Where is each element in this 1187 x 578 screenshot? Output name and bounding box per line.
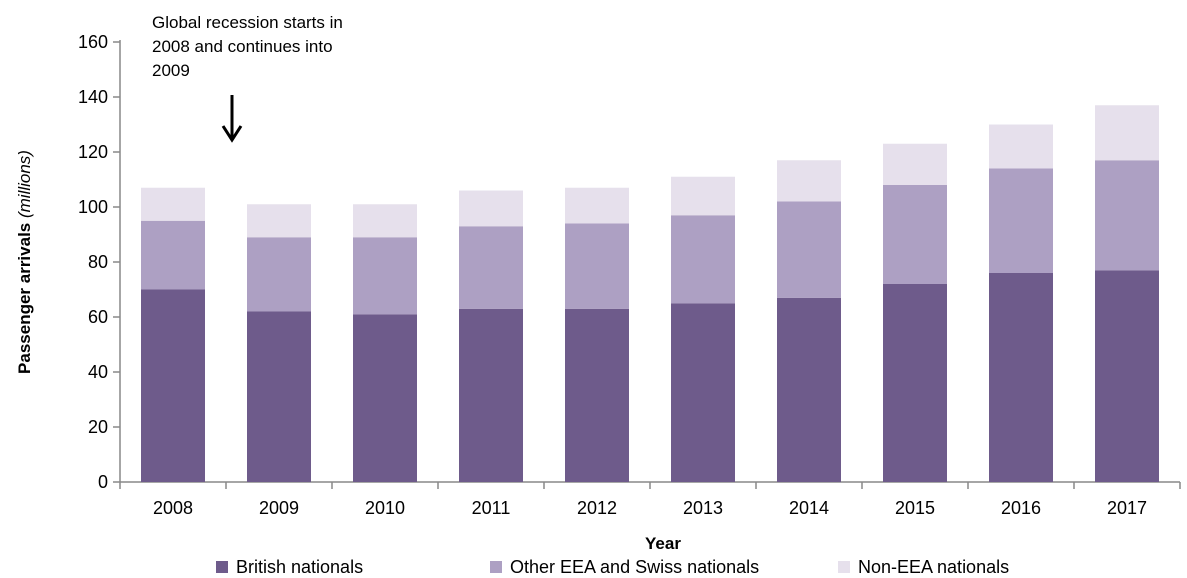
x-tick-label: 2016 xyxy=(1001,498,1041,518)
x-tick-label: 2017 xyxy=(1107,498,1147,518)
bar-segment-1-2017 xyxy=(1095,160,1159,271)
bar-segment-1-2016 xyxy=(989,168,1053,273)
y-tick-label: 0 xyxy=(98,472,108,492)
y-tick-label: 120 xyxy=(78,142,108,162)
y-axis-label: Passenger arrivals (millions) xyxy=(15,150,34,374)
annotation-arrow-icon xyxy=(221,95,243,143)
x-tick-label: 2009 xyxy=(259,498,299,518)
y-axis-label-main: Passenger arrivals xyxy=(15,218,34,374)
bar-segment-1-2012 xyxy=(565,223,629,309)
bar-segment-0-2015 xyxy=(883,284,947,482)
y-axis-label-unit: (millions) xyxy=(15,150,34,218)
bar-segment-2-2010 xyxy=(353,204,417,238)
legend: British nationals Other EEA and Swiss nat… xyxy=(216,557,1009,577)
legend-label: British nationals xyxy=(236,557,363,577)
y-tick-label: 80 xyxy=(88,252,108,272)
bar-segment-0-2017 xyxy=(1095,270,1159,482)
bar-segment-2-2013 xyxy=(671,176,735,216)
legend-label: Non-EEA nationals xyxy=(858,557,1009,577)
bar-segment-2-2009 xyxy=(247,204,311,238)
y-tick-label: 20 xyxy=(88,417,108,437)
bar-segment-1-2013 xyxy=(671,215,735,304)
x-axis-label: Year xyxy=(645,534,681,553)
x-tick-label: 2010 xyxy=(365,498,405,518)
bar-segment-1-2009 xyxy=(247,237,311,312)
bar-segment-1-2014 xyxy=(777,201,841,298)
bar-segment-2-2011 xyxy=(459,190,523,227)
legend-label: Other EEA and Swiss nationals xyxy=(510,557,759,577)
bar-segment-1-2010 xyxy=(353,237,417,315)
bar-segment-0-2014 xyxy=(777,297,841,482)
annotation-line-1: Global recession starts in xyxy=(152,13,343,32)
x-tick-label: 2011 xyxy=(472,498,511,518)
legend-swatch xyxy=(490,561,502,573)
bar-segment-1-2011 xyxy=(459,226,523,309)
bar-segment-2-2017 xyxy=(1095,105,1159,161)
bar-segment-2-2016 xyxy=(989,124,1053,169)
bar-segment-0-2009 xyxy=(247,311,311,482)
bar-segment-0-2013 xyxy=(671,303,735,482)
x-axis-ticks: 2008 2009 2010 2011 2012 2013 2014 2015 2016 2017 xyxy=(119,482,1181,518)
legend-swatch xyxy=(216,561,228,573)
bar-segment-2-2015 xyxy=(883,143,947,185)
bar-segment-1-2015 xyxy=(883,185,947,284)
x-tick-label: 2015 xyxy=(895,498,935,518)
y-tick-label: 140 xyxy=(78,87,108,107)
bar-segment-2-2014 xyxy=(777,160,841,202)
y-tick-label: 60 xyxy=(88,307,108,327)
bar-segment-1-2008 xyxy=(141,220,205,290)
x-tick-label: 2013 xyxy=(683,498,723,518)
bar-segment-0-2011 xyxy=(459,308,523,482)
bar-segment-0-2010 xyxy=(353,314,417,482)
x-tick-label: 2008 xyxy=(153,498,193,518)
y-tick-label: 160 xyxy=(78,32,108,52)
bars xyxy=(141,105,1159,482)
bar-segment-0-2016 xyxy=(989,273,1053,482)
recession-annotation: Global recession starts in 2008 and cont… xyxy=(152,13,343,143)
legend-swatch xyxy=(838,561,850,573)
bar-segment-0-2012 xyxy=(565,308,629,482)
bar-segment-2-2008 xyxy=(141,187,205,221)
annotation-line-3: 2009 xyxy=(152,61,190,80)
x-tick-label: 2014 xyxy=(789,498,829,518)
y-tick-label: 100 xyxy=(78,197,108,217)
y-axis-ticks: 0 20 40 60 80 100 120 140 160 xyxy=(78,32,120,492)
y-tick-label: 40 xyxy=(88,362,108,382)
x-tick-label: 2012 xyxy=(577,498,617,518)
bar-segment-0-2008 xyxy=(141,289,205,482)
bar-segment-2-2012 xyxy=(565,187,629,224)
annotation-line-2: 2008 and continues into xyxy=(152,37,333,56)
